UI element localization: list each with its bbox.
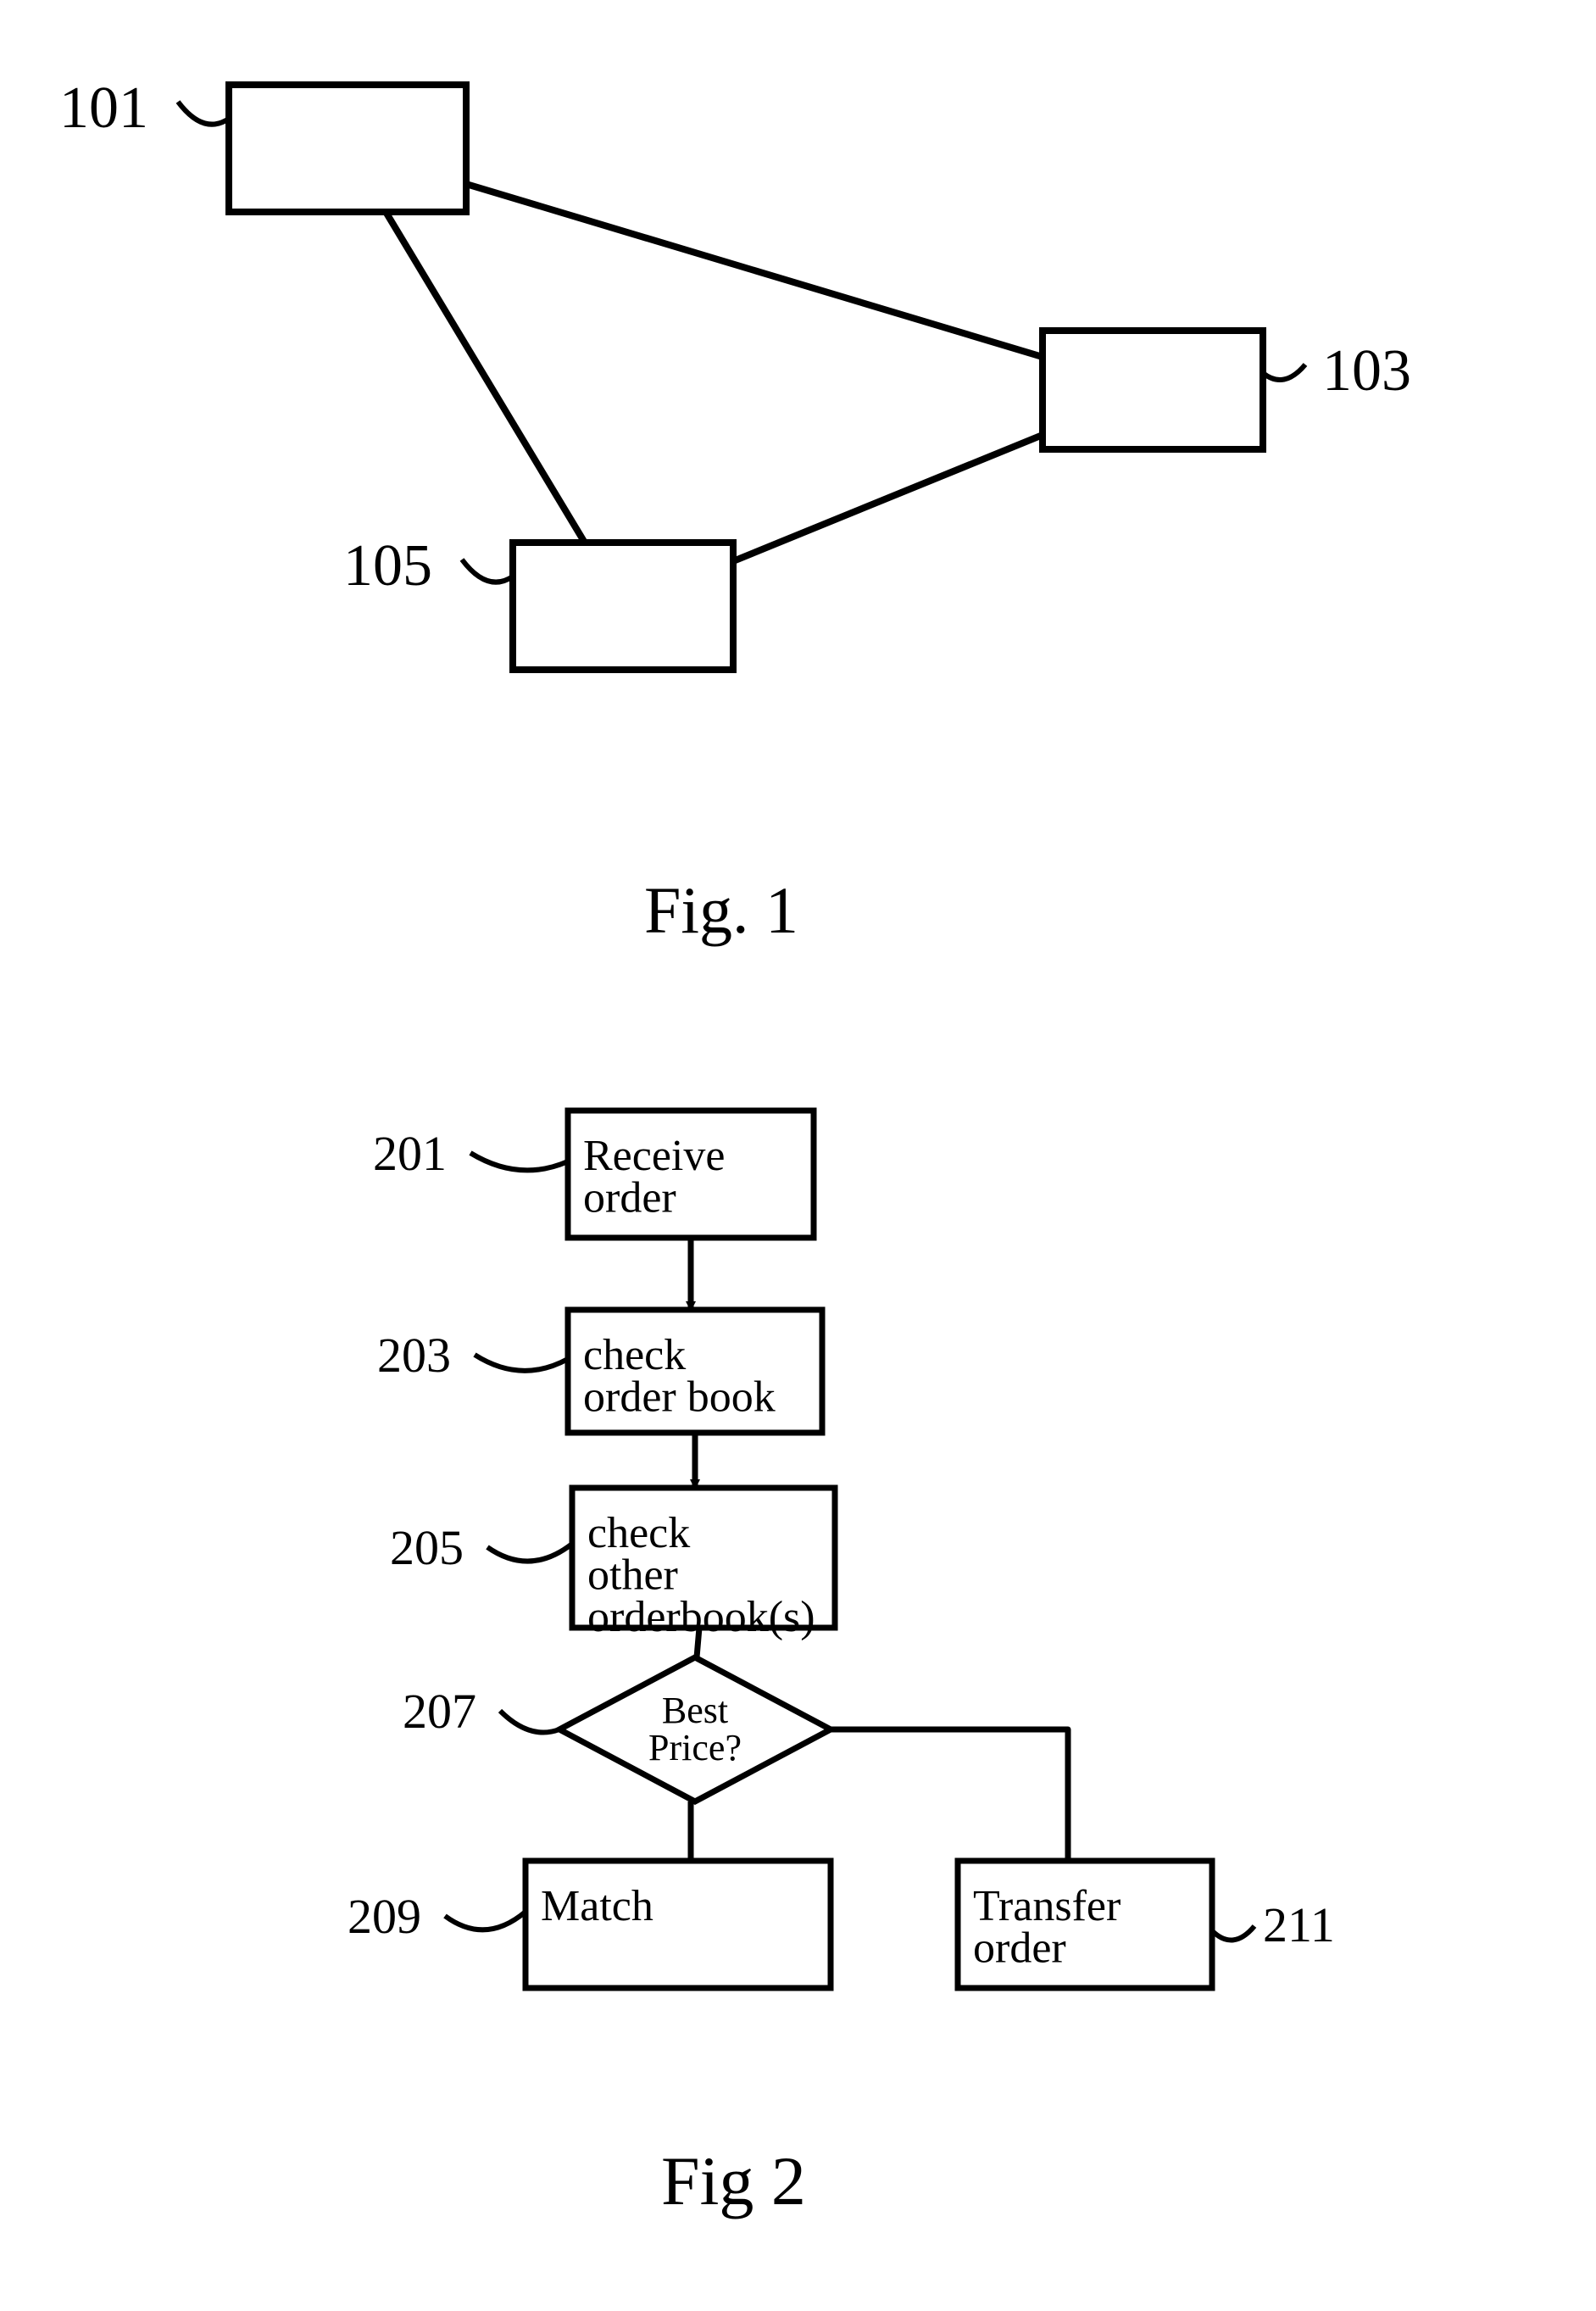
figure-1-edges [348, 148, 1153, 606]
leader-201 [470, 1153, 568, 1170]
node-103 [1043, 331, 1263, 449]
leader-211 [1212, 1926, 1254, 1941]
node-text-205-line2: orderbook(s) [587, 1593, 815, 1641]
ref-label-209: 209 [348, 1889, 421, 1944]
figure-2: Receiveordercheckorder bookcheckotherord… [348, 1111, 1335, 2219]
leader-205 [487, 1544, 572, 1562]
figure-2-labels: 201 203 205 207 209 211 [348, 1126, 1335, 1952]
node-label-101: 101 [59, 75, 148, 141]
node-text-211-line1: order [973, 1924, 1066, 1972]
figure-1: 101 103 105 Fig. 1 [59, 75, 1411, 947]
leader-101 [178, 102, 229, 125]
diagram-canvas: 101 103 105 Fig. 1 Receiveordercheckorder … [0, 0, 1596, 2311]
ref-label-211: 211 [1263, 1897, 1335, 1952]
node-105 [513, 543, 733, 670]
leader-209 [445, 1912, 526, 1930]
ref-label-205: 205 [390, 1520, 464, 1575]
leader-203 [475, 1355, 568, 1371]
figure-1-caption: Fig. 1 [644, 873, 798, 947]
node-text-209-line0: Match [541, 1882, 653, 1930]
node-text-201-line1: order [583, 1173, 676, 1222]
ref-label-203: 203 [377, 1328, 451, 1383]
figure-1-nodes: 101 103 105 [59, 75, 1411, 670]
leader-105 [462, 560, 513, 582]
ref-label-207: 207 [403, 1684, 476, 1739]
figure-2-caption: Fig 2 [661, 2142, 806, 2219]
leader-103 [1263, 365, 1305, 380]
node-text-207-line1: Price? [648, 1727, 742, 1768]
node-101 [229, 85, 466, 212]
ref-label-201: 201 [373, 1126, 447, 1181]
node-label-103: 103 [1322, 338, 1411, 404]
node-text-207-line0: Best [662, 1690, 728, 1731]
edge-207-211 [831, 1729, 1068, 1861]
node-label-105: 105 [343, 533, 432, 599]
leader-207 [500, 1711, 559, 1733]
node-text-203-line1: order book [583, 1373, 776, 1421]
figure-2-nodes: Receiveordercheckorder bookcheckotherord… [526, 1111, 1212, 1988]
